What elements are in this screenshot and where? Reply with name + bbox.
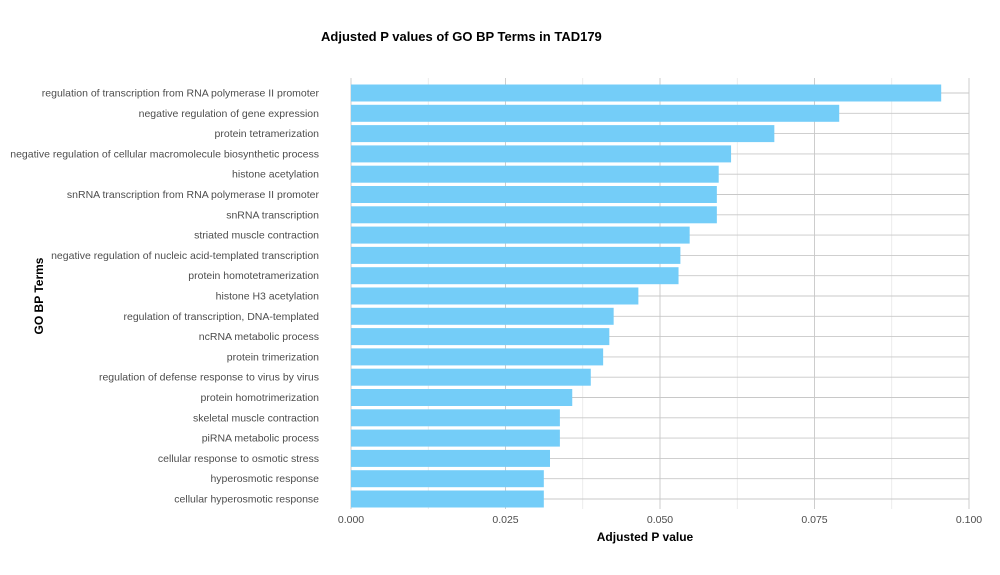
- bar: [351, 84, 942, 102]
- category-label: ncRNA metabolic process: [199, 331, 319, 343]
- bar: [351, 104, 840, 122]
- bar: [351, 449, 550, 467]
- category-label: protein homotrimerization: [201, 392, 320, 404]
- x-tick-labels: 0.000 0.025 0.050 0.075 0.100: [338, 514, 982, 526]
- category-label: regulation of transcription from RNA pol…: [42, 88, 320, 100]
- bar: [351, 246, 681, 264]
- bar: [351, 267, 679, 285]
- bars: [351, 84, 942, 508]
- x-tick-label: 0.000: [338, 514, 364, 526]
- bar: [351, 226, 690, 244]
- bar: [351, 368, 591, 386]
- bar: [351, 145, 732, 163]
- bar: [351, 409, 560, 427]
- category-label: negative regulation of cellular macromol…: [10, 148, 319, 160]
- category-label: cellular hyperosmotic response: [174, 494, 319, 506]
- bar: [351, 490, 544, 508]
- x-axis-title: Adjusted P value: [597, 530, 694, 544]
- category-labels: regulation of transcription from RNA pol…: [10, 88, 319, 506]
- category-label: regulation of defense response to virus …: [99, 372, 319, 384]
- bar: [351, 429, 560, 447]
- y-axis-title: GO BP Terms: [32, 257, 46, 334]
- category-label: skeletal muscle contraction: [193, 412, 319, 424]
- category-label: regulation of transcription, DNA-templat…: [123, 311, 319, 323]
- bar: [351, 328, 610, 346]
- bar: [351, 206, 717, 224]
- chart-title: Adjusted P values of GO BP Terms in TAD1…: [321, 29, 602, 44]
- category-label: protein homotetramerization: [188, 270, 319, 282]
- bar: [351, 307, 614, 325]
- category-label: snRNA transcription: [226, 209, 319, 221]
- category-label: histone H3 acetylation: [216, 291, 319, 303]
- category-label: protein tetramerization: [215, 128, 320, 140]
- x-tick-label: 0.050: [647, 514, 673, 526]
- bar: [351, 165, 719, 183]
- bar: [351, 470, 544, 488]
- x-tick-label: 0.100: [956, 514, 982, 526]
- category-label: histone acetylation: [232, 169, 319, 181]
- bar: [351, 186, 717, 203]
- category-label: snRNA transcription from RNA polymerase …: [67, 189, 320, 201]
- category-label: negative regulation of nucleic acid-temp…: [51, 250, 319, 262]
- bar: [351, 125, 775, 143]
- x-tick-label: 0.075: [801, 514, 827, 526]
- category-label: negative regulation of gene expression: [139, 108, 320, 120]
- category-label: protein trimerization: [227, 351, 319, 363]
- bar: [351, 389, 573, 406]
- category-label: cellular response to osmotic stress: [158, 453, 319, 465]
- bar: [351, 287, 639, 305]
- category-label: piRNA metabolic process: [202, 433, 319, 445]
- bar: [351, 348, 604, 366]
- category-label: hyperosmotic response: [210, 473, 319, 485]
- x-tick-label: 0.025: [492, 514, 518, 526]
- category-label: striated muscle contraction: [194, 230, 319, 242]
